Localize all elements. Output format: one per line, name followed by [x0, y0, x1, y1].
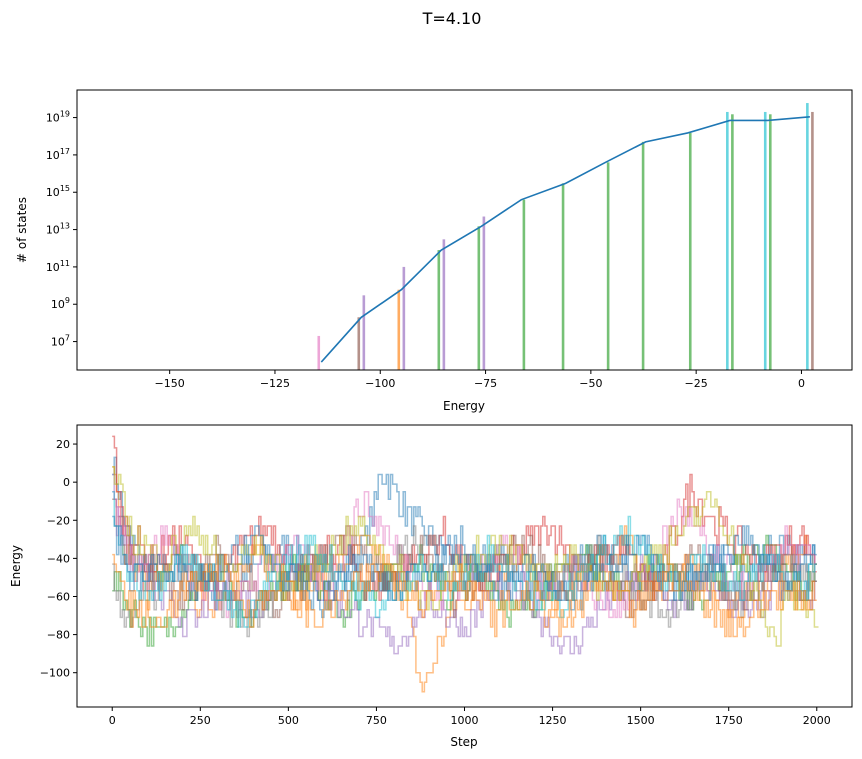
y-tick-label: 1017	[46, 147, 70, 162]
histogram-y-ticks: 107 109 1011 1013 1015 1017 1019	[46, 110, 77, 349]
y-tick-label: −60	[47, 590, 70, 603]
histogram-bar	[402, 266, 406, 370]
x-tick-label: 250	[190, 714, 211, 727]
histogram-bar	[477, 226, 481, 370]
energy-trace-line	[112, 553, 817, 638]
x-tick-label: −125	[260, 377, 290, 390]
histogram-bar	[811, 111, 814, 370]
x-tick-label: 750	[366, 714, 387, 727]
histogram-panel: −150 −125 −100 −75 −50 −25 0 107 109 1011 1013 101…	[15, 89, 853, 413]
trace-y-label: Energy	[9, 545, 23, 587]
histogram-x-ticks: −150 −125 −100 −75 −50 −25 0	[155, 370, 805, 390]
histogram-y-label: # of states	[15, 197, 29, 263]
x-tick-label: 1250	[539, 714, 567, 727]
histogram-bar	[482, 216, 486, 370]
y-tick-label: 107	[51, 334, 70, 349]
x-tick-label: 1750	[715, 714, 743, 727]
x-tick-label: 500	[278, 714, 299, 727]
energy-trace-line	[112, 466, 819, 647]
y-tick-label: −20	[47, 514, 70, 527]
histogram-plot-area	[77, 90, 852, 370]
x-tick-label: 0	[109, 714, 116, 727]
trace-x-ticks: 0 250 500 750 1000 1250 1500 1750 2000	[109, 707, 831, 727]
histogram-bar	[731, 114, 734, 371]
histogram-bar	[726, 111, 729, 370]
trace-y-ticks: 20 0 −20 −40 −60 −80 −100	[40, 438, 77, 680]
histogram-bar	[437, 250, 441, 370]
x-tick-label: 0	[798, 377, 805, 390]
figure-suptitle: T=4.10	[422, 9, 482, 28]
y-tick-label: −40	[47, 552, 70, 565]
histogram-bar	[397, 289, 401, 370]
histogram-x-label: Energy	[443, 399, 485, 413]
y-tick-label: 109	[51, 296, 70, 311]
energy-trace-lines	[112, 435, 819, 693]
histogram-bar	[768, 114, 772, 371]
y-tick-label: −100	[40, 667, 70, 680]
x-tick-label: 1000	[451, 714, 479, 727]
y-tick-label: 1019	[46, 110, 70, 125]
histogram-bar	[763, 111, 767, 370]
x-tick-label: −50	[579, 377, 602, 390]
x-tick-label: 1500	[627, 714, 655, 727]
histogram-bar	[606, 162, 610, 370]
density-of-states-line	[320, 116, 810, 363]
histogram-bars	[317, 103, 814, 371]
histogram-bar	[357, 317, 361, 370]
trace-x-label: Step	[450, 735, 477, 749]
y-tick-label: 1013	[46, 222, 70, 237]
y-tick-label: 20	[56, 438, 70, 451]
histogram-bar	[522, 199, 526, 370]
histogram-bar	[641, 141, 645, 370]
y-tick-label: 1011	[46, 259, 70, 274]
density-line	[320, 116, 810, 363]
x-tick-label: −75	[474, 377, 497, 390]
energy-trace-panel: 0 250 500 750 1000 1250 1500 1750 2000 20 0 −20 −40…	[9, 424, 853, 749]
histogram-bar	[806, 103, 809, 371]
x-tick-label: −25	[685, 377, 708, 390]
histogram-bar	[317, 335, 321, 370]
y-tick-label: −80	[47, 629, 70, 642]
histogram-bar	[362, 295, 366, 370]
x-tick-label: −100	[365, 377, 395, 390]
histogram-bar	[688, 132, 692, 370]
x-tick-label: 2000	[803, 714, 831, 727]
y-tick-label: 1015	[46, 184, 70, 199]
y-tick-label: 0	[63, 476, 70, 489]
histogram-bar	[561, 183, 565, 370]
x-tick-label: −150	[155, 377, 185, 390]
histogram-bar	[442, 239, 446, 370]
energy-trace-line	[112, 490, 817, 628]
